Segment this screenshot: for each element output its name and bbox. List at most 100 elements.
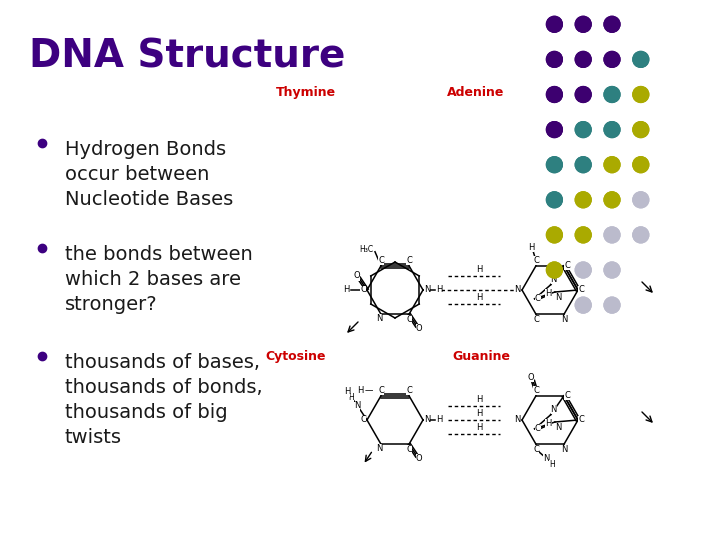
Text: C: C (564, 392, 570, 400)
Circle shape (546, 86, 562, 103)
Text: C: C (378, 256, 384, 265)
Circle shape (546, 51, 562, 68)
Circle shape (546, 192, 562, 208)
Circle shape (546, 157, 562, 173)
Text: N: N (554, 422, 561, 431)
Circle shape (575, 51, 591, 68)
Circle shape (633, 86, 649, 103)
Circle shape (604, 157, 620, 173)
Circle shape (575, 262, 591, 278)
Circle shape (633, 227, 649, 243)
Circle shape (604, 192, 620, 208)
Circle shape (575, 86, 591, 103)
Text: C: C (406, 315, 412, 324)
Circle shape (575, 51, 591, 68)
Circle shape (604, 262, 620, 278)
Circle shape (575, 227, 591, 243)
Text: H: H (476, 408, 482, 417)
Circle shape (604, 227, 620, 243)
Text: C: C (578, 286, 584, 294)
Circle shape (546, 157, 562, 173)
Circle shape (604, 51, 620, 68)
Text: Adenine: Adenine (446, 86, 504, 99)
Circle shape (546, 192, 562, 208)
Text: C: C (378, 386, 384, 395)
Circle shape (575, 192, 591, 208)
Text: H: H (476, 422, 482, 431)
Text: N: N (551, 275, 557, 284)
Text: N: N (376, 314, 382, 323)
Text: O: O (415, 324, 423, 333)
Text: H: H (549, 460, 555, 469)
Circle shape (546, 16, 562, 32)
Text: C: C (406, 256, 412, 265)
Circle shape (604, 86, 620, 103)
Circle shape (575, 262, 591, 278)
Circle shape (575, 16, 591, 32)
Text: H: H (476, 293, 482, 301)
Circle shape (546, 16, 562, 32)
Circle shape (633, 192, 649, 208)
Text: N: N (354, 402, 360, 410)
Text: H: H (344, 388, 350, 396)
Circle shape (633, 122, 649, 138)
Circle shape (575, 86, 591, 103)
Circle shape (604, 51, 620, 68)
Circle shape (546, 262, 562, 278)
Circle shape (604, 16, 620, 32)
Circle shape (575, 157, 591, 173)
Circle shape (604, 192, 620, 208)
Circle shape (546, 262, 562, 278)
Text: H: H (546, 420, 552, 428)
Circle shape (604, 157, 620, 173)
Circle shape (633, 51, 649, 68)
Circle shape (604, 122, 620, 138)
Text: Thymine: Thymine (276, 86, 336, 99)
Circle shape (575, 227, 591, 243)
Circle shape (575, 192, 591, 208)
Text: Cytosine: Cytosine (265, 350, 325, 363)
Text: O: O (528, 373, 534, 382)
Circle shape (546, 122, 562, 138)
Text: H: H (546, 289, 552, 299)
Text: H: H (343, 286, 349, 294)
Text: N: N (514, 415, 520, 424)
Circle shape (604, 262, 620, 278)
Text: H: H (436, 415, 442, 424)
Circle shape (633, 157, 649, 173)
Circle shape (604, 86, 620, 103)
Circle shape (604, 227, 620, 243)
Text: C: C (360, 415, 366, 424)
Text: C: C (406, 386, 412, 395)
Text: H: H (348, 394, 354, 402)
Text: thousands of bases,
thousands of bonds,
thousands of big
twists: thousands of bases, thousands of bonds, … (65, 353, 262, 448)
Text: Guanine: Guanine (452, 350, 510, 363)
Circle shape (575, 297, 591, 313)
Circle shape (633, 157, 649, 173)
Text: Hydrogen Bonds
occur between
Nucleotide Bases: Hydrogen Bonds occur between Nucleotide … (65, 140, 233, 209)
Text: H: H (476, 265, 482, 273)
Circle shape (633, 86, 649, 103)
Text: O: O (415, 454, 423, 463)
Circle shape (575, 122, 591, 138)
Text: N: N (561, 315, 567, 324)
Text: C: C (360, 286, 366, 294)
Text: H: H (528, 243, 534, 252)
Text: N: N (514, 286, 520, 294)
Circle shape (575, 16, 591, 32)
Text: C: C (533, 445, 539, 454)
Circle shape (604, 16, 620, 32)
Text: N: N (561, 445, 567, 454)
Circle shape (604, 122, 620, 138)
Text: C: C (535, 294, 541, 303)
Text: C: C (406, 445, 412, 454)
Circle shape (546, 51, 562, 68)
Circle shape (575, 157, 591, 173)
Circle shape (633, 51, 649, 68)
Text: C: C (533, 256, 539, 265)
Text: H: H (356, 386, 363, 395)
Text: N: N (551, 405, 557, 414)
Text: N: N (376, 444, 382, 453)
Text: C: C (578, 415, 584, 424)
Text: C: C (564, 261, 570, 270)
